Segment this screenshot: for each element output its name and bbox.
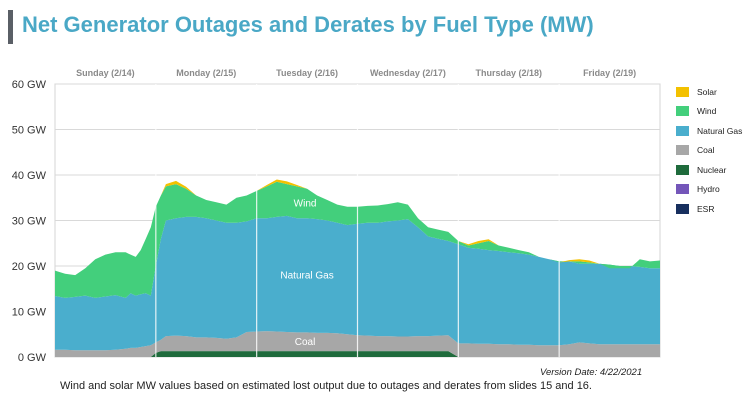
y-tick-label: 40 GW — [12, 170, 47, 182]
area-label-wind: Wind — [294, 198, 317, 209]
version-date: Version Date: 4/22/2021 — [540, 367, 643, 378]
legend-item: Nuclear — [676, 160, 742, 180]
legend-swatch — [676, 86, 689, 97]
day-label: Friday (2/19) — [583, 68, 636, 78]
y-tick-label: 30 GW — [12, 216, 47, 228]
legend-item: Coal — [676, 141, 742, 161]
title-accent-bar — [8, 10, 13, 44]
legend-swatch — [676, 125, 689, 136]
legend-label: ESR — [697, 203, 715, 214]
legend-label: Natural Gas — [697, 125, 743, 136]
series-area-wind — [55, 181, 660, 298]
y-tick-label: 20 GW — [12, 261, 47, 273]
footnote: Wind and solar MW values based on estima… — [60, 380, 592, 392]
day-label: Monday (2/15) — [176, 68, 236, 78]
legend-swatch — [676, 164, 689, 175]
legend-swatch — [676, 145, 689, 156]
area-label-coal: Coal — [295, 337, 316, 348]
legend-item: Wind — [676, 102, 742, 122]
legend-item: Solar — [676, 82, 742, 102]
day-label: Sunday (2/14) — [76, 68, 135, 78]
legend-item: Hydro — [676, 180, 742, 200]
y-tick-label: 0 GW — [18, 352, 47, 364]
page-title: Net Generator Outages and Derates by Fue… — [22, 12, 594, 37]
day-label: Wednesday (2/17) — [370, 68, 446, 78]
legend-label: Hydro — [697, 184, 720, 195]
legend-swatch — [676, 184, 689, 195]
legend-item: ESR — [676, 199, 742, 219]
area-label-natural-gas: Natural Gas — [280, 271, 333, 282]
day-label: Thursday (2/18) — [475, 68, 542, 78]
legend-swatch — [676, 106, 689, 117]
y-tick-label: 60 GW — [12, 79, 47, 91]
legend-item: Natural Gas — [676, 121, 742, 141]
legend-label: Coal — [697, 145, 715, 156]
day-label: Tuesday (2/16) — [276, 68, 338, 78]
chart-legend: Solar Wind Natural Gas Coal Nuclear Hydro ESR — [676, 82, 742, 219]
legend-label: Solar — [697, 86, 717, 97]
y-tick-label: 10 GW — [12, 307, 47, 319]
y-tick-label: 50 GW — [12, 125, 47, 137]
legend-label: Nuclear — [697, 164, 727, 175]
legend-label: Wind — [697, 106, 717, 117]
legend-swatch — [676, 203, 689, 214]
